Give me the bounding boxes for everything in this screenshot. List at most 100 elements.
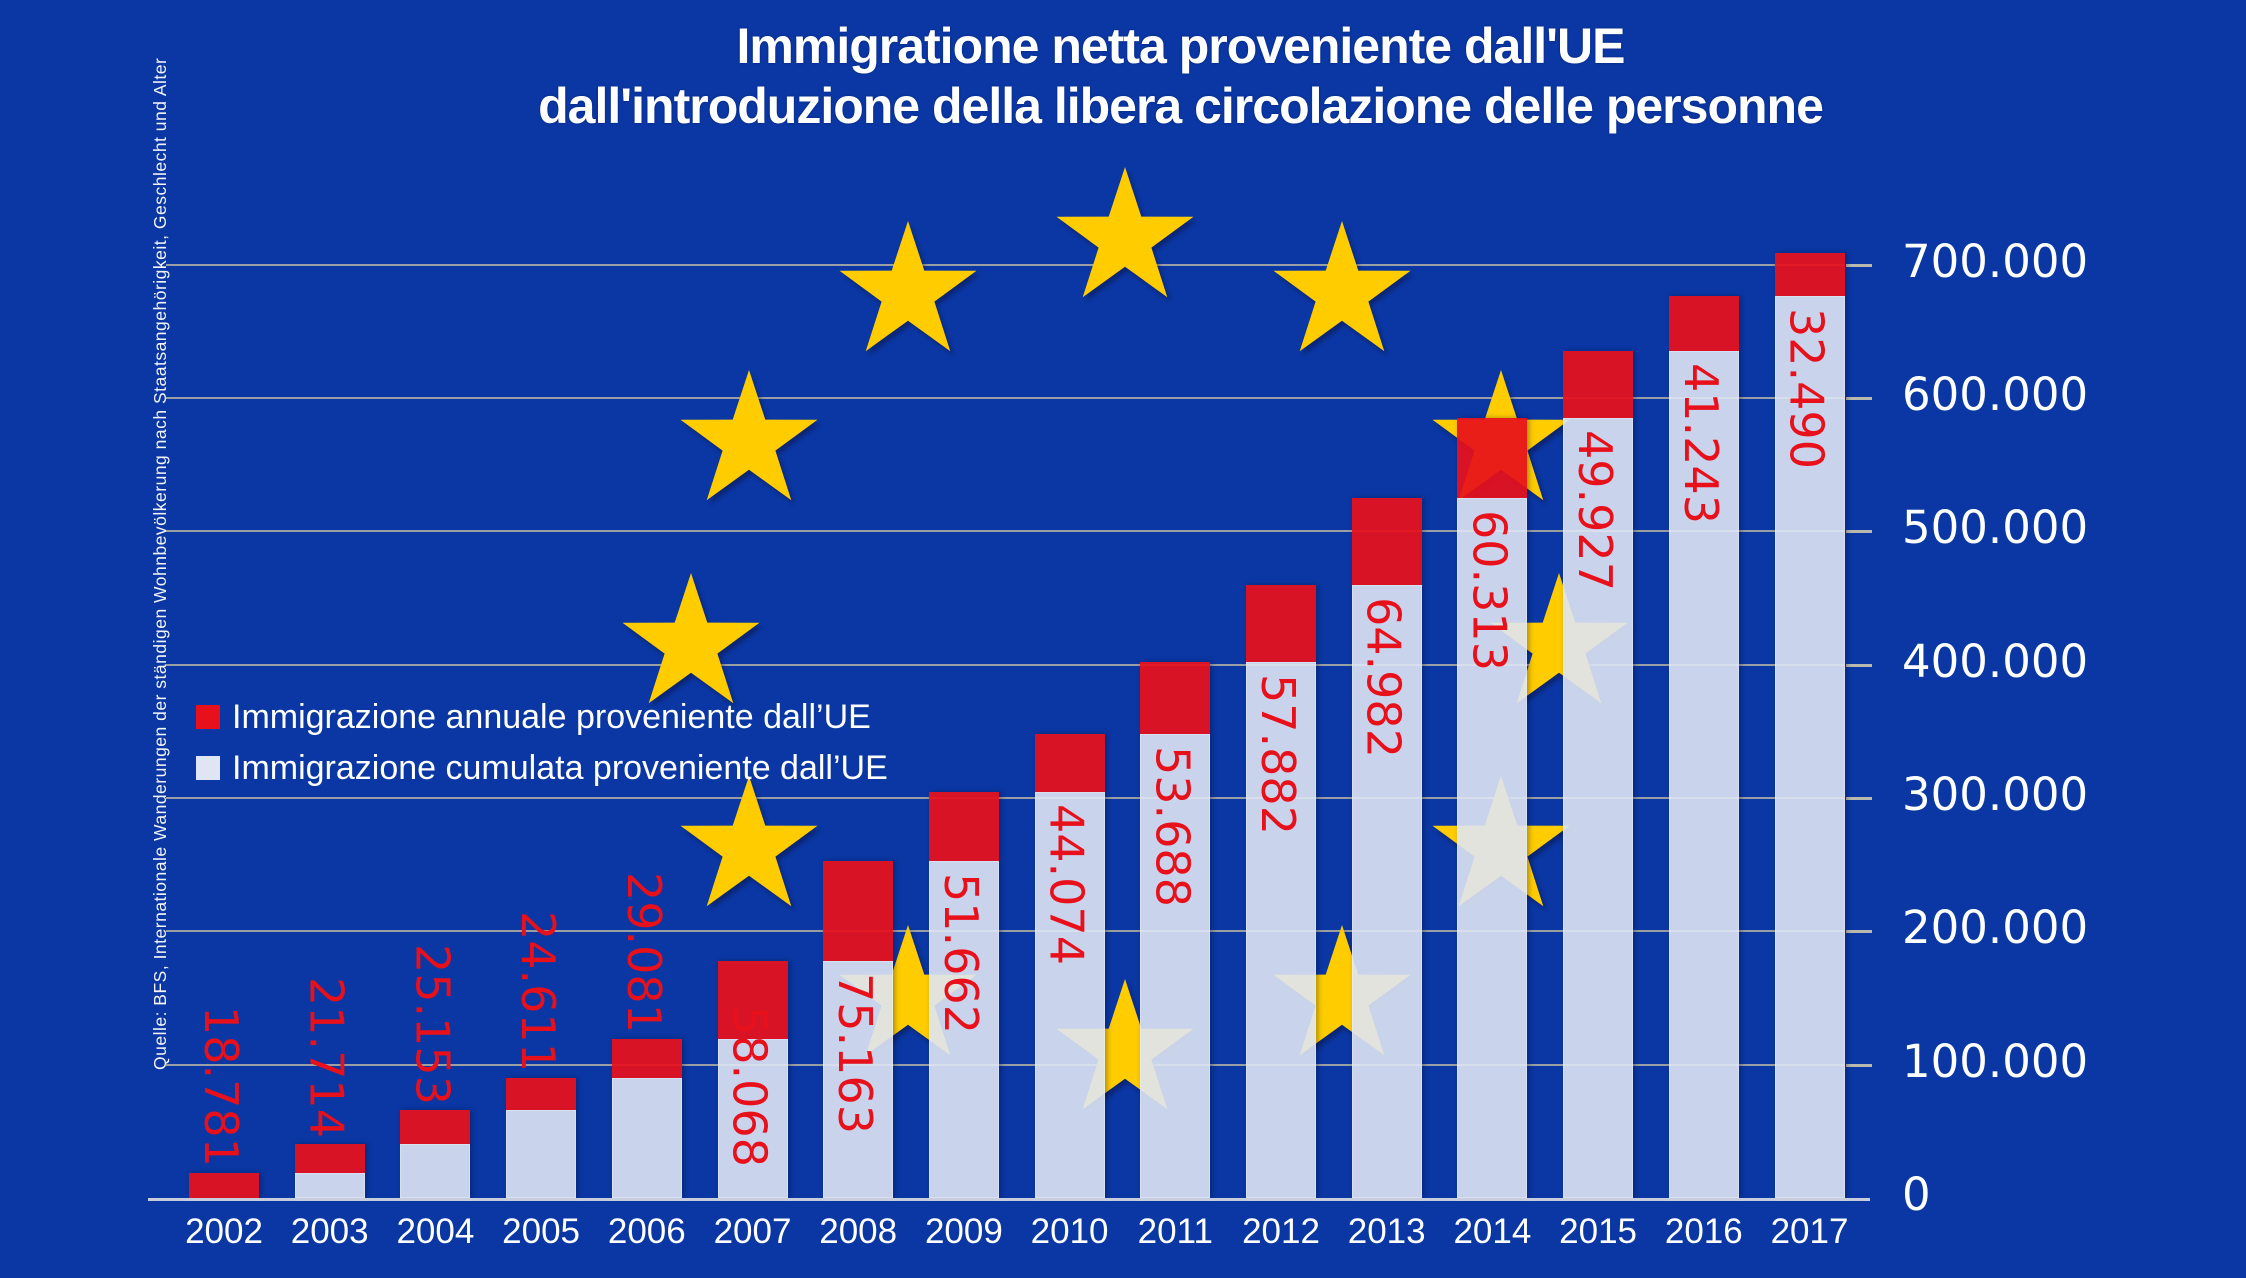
bar-red-segment <box>1351 498 1422 585</box>
bar-white-segment <box>1140 733 1211 1198</box>
x-axis-label: 2012 <box>1242 1212 1320 1251</box>
bar <box>928 792 999 1198</box>
y-axis-label: 0 <box>1902 1168 1931 1221</box>
bar <box>189 1172 259 1198</box>
y-axis-tick <box>1846 797 1872 800</box>
legend: Immigrazione annuale proveniente dall’UE… <box>196 700 888 802</box>
bar <box>1140 662 1211 1198</box>
bar-red-segment <box>928 792 999 862</box>
y-axis-tick <box>1846 530 1872 534</box>
bar-value-label: 51.662 <box>933 873 988 1035</box>
legend-label-cumulative: Immigrazione cumulata proveniente dall’U… <box>232 749 888 787</box>
bar-value-label: 57.882 <box>1251 674 1305 835</box>
y-axis-tick <box>1846 930 1872 934</box>
bar-red-segment <box>1563 351 1634 418</box>
bar-white-segment <box>1774 296 1845 1198</box>
y-axis-tick <box>1846 663 1872 667</box>
bar-red-segment <box>506 1077 577 1111</box>
gridline <box>166 930 1844 933</box>
y-axis-label: 700.000 <box>1902 234 2089 288</box>
x-axis-label: 2017 <box>1770 1212 1849 1251</box>
bar <box>506 1077 577 1198</box>
y-axis-label: 500.000 <box>1902 501 2089 555</box>
x-axis-label: 2015 <box>1559 1212 1638 1251</box>
bar-red-segment <box>1774 252 1845 297</box>
eu-star-icon <box>1270 221 1414 365</box>
bar-red-segment <box>1246 584 1316 663</box>
bar <box>1034 733 1105 1198</box>
eu-star-icon <box>677 370 821 514</box>
x-axis-label: 2005 <box>502 1212 581 1251</box>
bar-value-label: 60.313 <box>1462 510 1517 672</box>
eu-star-icon <box>836 924 980 1069</box>
bar <box>1774 252 1845 1198</box>
eu-star-icon <box>1270 924 1414 1069</box>
legend-label-annual: Immigrazione annuale proveniente dall’UE <box>232 698 871 736</box>
chart-title-line-2: dall'introduzione della libera circolazi… <box>538 78 1824 134</box>
bar <box>1563 351 1634 1198</box>
bar-white-segment <box>1351 584 1422 1198</box>
y-axis-tick <box>1846 263 1872 267</box>
bar-value-label: 58.068 <box>722 1006 777 1167</box>
bar-white-segment <box>1668 351 1739 1198</box>
bar <box>611 1038 682 1198</box>
gridline <box>166 797 1844 799</box>
bar-value-label: 49.927 <box>1568 429 1623 591</box>
x-axis-label: 2014 <box>1453 1212 1532 1251</box>
y-axis-tick <box>1846 1063 1872 1067</box>
y-axis-label: 200.000 <box>1902 901 2089 955</box>
bar <box>1668 296 1739 1198</box>
bar-red-segment <box>717 961 788 1039</box>
eu-star-icon <box>1487 573 1631 717</box>
bar-red-segment <box>611 1038 682 1078</box>
legend-swatch-annual-red <box>196 705 220 729</box>
legend-item-cumulative: Immigrazione cumulata proveniente dall’U… <box>196 751 888 785</box>
bar-value-label: 25.153 <box>405 943 460 1105</box>
bar-white-segment <box>823 961 894 1198</box>
bar-value-label: 41.243 <box>1673 363 1728 525</box>
x-axis-line <box>148 1198 1870 1201</box>
x-axis-label: 2003 <box>290 1212 369 1251</box>
y-axis-label: 600.000 <box>1902 368 2089 422</box>
x-axis-label: 2004 <box>396 1212 475 1251</box>
bar-value-label: 21.714 <box>299 977 354 1139</box>
bar-red-segment <box>1140 662 1211 734</box>
x-axis-label: 2006 <box>607 1212 686 1251</box>
y-axis-tick <box>1846 397 1872 401</box>
legend-item-annual: Immigrazione annuale proveniente dall’UE <box>196 700 888 734</box>
x-axis-label: 2002 <box>185 1212 263 1251</box>
y-axis-label: 400.000 <box>1902 634 2089 688</box>
bar-value-label: 44.074 <box>1039 804 1094 966</box>
y-axis-label: 300.000 <box>1902 768 2089 821</box>
gridline <box>166 263 1844 266</box>
gridline <box>166 1063 1844 1066</box>
bar-value-label: 75.163 <box>828 973 883 1135</box>
bar-red-segment <box>1034 733 1105 793</box>
bar-white-segment <box>717 1038 788 1198</box>
y-axis-label: 100.000 <box>1902 1034 2089 1088</box>
bar-value-label: 53.688 <box>1145 745 1200 907</box>
bar-red-segment <box>823 861 894 962</box>
gridline <box>166 663 1844 666</box>
x-axis-label: 2007 <box>713 1212 792 1251</box>
eu-star-icon <box>1053 167 1197 311</box>
x-axis-label: 2008 <box>819 1212 898 1251</box>
eu-star-icon <box>677 776 821 920</box>
bar <box>823 861 894 1198</box>
bar-white-segment <box>400 1144 471 1198</box>
bar <box>1246 584 1316 1198</box>
gridline <box>166 397 1844 400</box>
bar-white-segment <box>928 861 999 1198</box>
bar-white-segment <box>1457 498 1528 1198</box>
x-axis-label: 2016 <box>1664 1212 1743 1251</box>
bar-value-label: 29.081 <box>616 871 671 1033</box>
x-axis-label: 2010 <box>1030 1212 1109 1251</box>
eu-star-icon <box>836 221 980 365</box>
bar-white-segment <box>506 1110 577 1198</box>
bar-white-segment <box>294 1172 365 1198</box>
bar-value-label: 64.982 <box>1356 596 1411 758</box>
eu-star-icon <box>1053 979 1197 1123</box>
gridline <box>166 530 1844 533</box>
